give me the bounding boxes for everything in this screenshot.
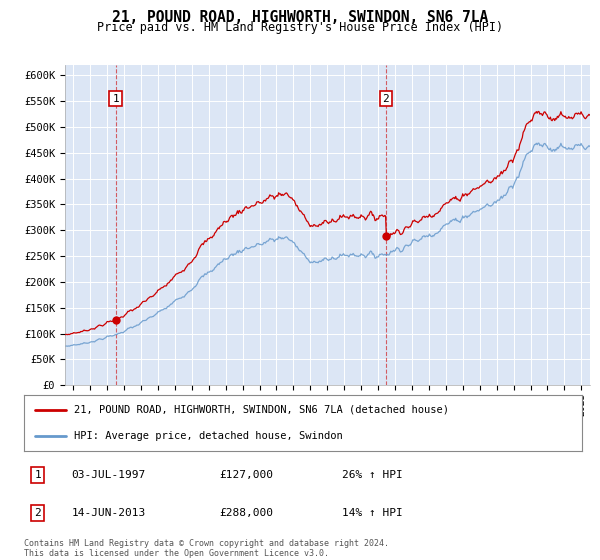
Text: 1: 1 — [112, 94, 119, 104]
Text: 2: 2 — [382, 94, 389, 104]
Text: £127,000: £127,000 — [220, 470, 273, 480]
Text: 26% ↑ HPI: 26% ↑ HPI — [342, 470, 403, 480]
Text: 03-JUL-1997: 03-JUL-1997 — [71, 470, 146, 480]
Text: HPI: Average price, detached house, Swindon: HPI: Average price, detached house, Swin… — [74, 431, 343, 441]
Text: 14-JUN-2013: 14-JUN-2013 — [71, 508, 146, 518]
Text: 14% ↑ HPI: 14% ↑ HPI — [342, 508, 403, 518]
Text: Price paid vs. HM Land Registry's House Price Index (HPI): Price paid vs. HM Land Registry's House … — [97, 21, 503, 34]
Text: 1: 1 — [35, 470, 41, 480]
Text: 21, POUND ROAD, HIGHWORTH, SWINDON, SN6 7LA (detached house): 21, POUND ROAD, HIGHWORTH, SWINDON, SN6 … — [74, 405, 449, 415]
Text: Contains HM Land Registry data © Crown copyright and database right 2024.
This d: Contains HM Land Registry data © Crown c… — [24, 539, 389, 558]
Text: 2: 2 — [35, 508, 41, 518]
Text: 21, POUND ROAD, HIGHWORTH, SWINDON, SN6 7LA: 21, POUND ROAD, HIGHWORTH, SWINDON, SN6 … — [112, 10, 488, 25]
Text: £288,000: £288,000 — [220, 508, 273, 518]
